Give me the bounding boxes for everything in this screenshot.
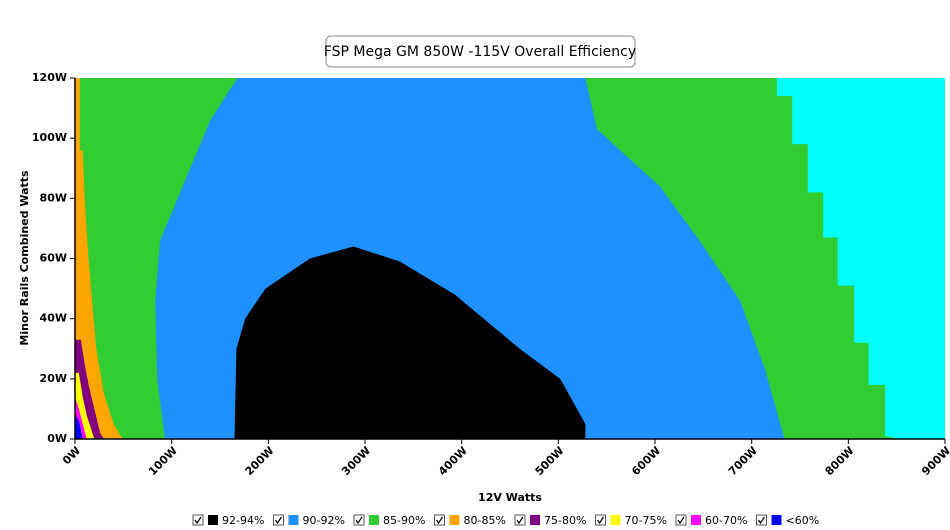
legend-check (677, 516, 685, 525)
legend-item[interactable]: 85-90% (353, 514, 425, 527)
legend-swatch (530, 515, 540, 525)
legend-checkbox[interactable] (675, 514, 687, 526)
x-tick-label: 900W (919, 444, 950, 478)
legend-check (355, 516, 363, 525)
legend-item[interactable]: 70-75% (595, 514, 667, 527)
legend-swatch (610, 515, 621, 525)
legend-label: 80-85% (464, 514, 506, 527)
legend-item[interactable]: 60-70% (675, 514, 747, 527)
legend-item[interactable]: 75-80% (514, 514, 586, 527)
x-tick-label: 400W (436, 444, 470, 478)
legend-label: 92-94% (222, 514, 264, 527)
legend-label: 70-75% (625, 514, 667, 527)
x-tick-label: 100W (146, 444, 180, 478)
y-tick-label: 80W (40, 191, 67, 204)
x-tick-label: 600W (629, 444, 663, 478)
title-box (325, 35, 636, 68)
x-tick-label: 200W (243, 444, 277, 478)
x-tick-label: 700W (726, 444, 760, 478)
legend-swatch (449, 515, 460, 525)
legend-label: 90-92% (303, 514, 345, 527)
y-tick-label: 60W (40, 252, 67, 265)
y-tick-label: 40W (40, 312, 67, 325)
legend-checkbox[interactable] (514, 514, 526, 526)
legend-item[interactable]: 90-92% (273, 514, 345, 527)
y-tick-label: 120W (32, 71, 67, 84)
legend-check (194, 516, 202, 525)
legend-checkbox[interactable] (434, 514, 445, 526)
x-tick-label: 0W (60, 444, 83, 467)
x-axis-title: 12V Watts (478, 491, 542, 504)
legend-label: 85-90% (383, 514, 425, 527)
y-tick-label: 100W (32, 131, 67, 144)
legend-label: 60-70% (705, 514, 747, 527)
legend-item[interactable]: 92-94% (192, 514, 264, 527)
y-tick-label: 20W (40, 372, 67, 385)
legend-check (275, 516, 282, 525)
y-axis-title: Minor Rails Combined Watts (18, 170, 31, 346)
chart-title: FSP Mega GM 850W -115V Overall Efficienc… (324, 44, 636, 60)
legend-check (516, 516, 524, 525)
legend-check (597, 516, 604, 525)
legend-swatch (691, 515, 701, 525)
y-tick-label: 0W (47, 432, 67, 445)
legend-checkbox[interactable] (756, 514, 767, 526)
legend-check (758, 516, 765, 525)
legend-swatch (771, 515, 782, 525)
legend-label: 75-80% (544, 514, 586, 527)
legend-checkbox[interactable] (192, 514, 204, 526)
legend-swatch (288, 515, 299, 525)
legend-checkbox[interactable] (273, 514, 284, 526)
legend-checkbox[interactable] (595, 514, 606, 526)
region (75, 78, 123, 439)
legend-label: <60% (786, 514, 820, 527)
x-tick-label: 800W (823, 444, 857, 478)
legend-check (436, 516, 443, 525)
x-tick-label: 500W (533, 444, 567, 478)
legend-swatch (208, 515, 218, 525)
legend-item[interactable]: <60% (756, 514, 820, 527)
region (75, 414, 83, 439)
legend-swatch (369, 515, 379, 525)
legend-item[interactable]: 80-85% (434, 514, 506, 527)
x-tick-label: 300W (339, 444, 373, 478)
legend-checkbox[interactable] (353, 514, 365, 526)
region (234, 246, 586, 439)
